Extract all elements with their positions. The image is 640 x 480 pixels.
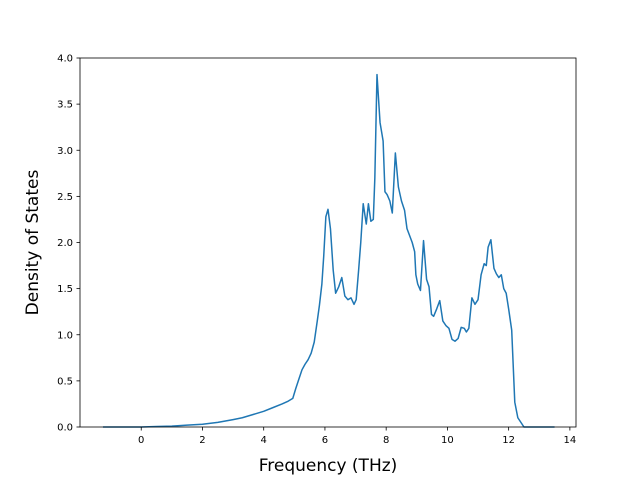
tick-layer: 0 2 4 6 8 10 12 14 0.0 0.5 1.0 1.5 2.0 2.5 3.0 3.5 4.0: [57, 54, 576, 447]
y-tick-label: 3.5: [57, 100, 73, 111]
y-tick-label: 2.0: [57, 238, 73, 249]
x-tick-label: 0: [138, 435, 144, 446]
plot-layer: [102, 73, 555, 428]
y-tick-label: 4.0: [57, 54, 73, 65]
x-axis-label: Frequency (THz): [259, 456, 398, 476]
y-tick-label: 1.0: [57, 330, 73, 341]
x-tick-label: 6: [322, 435, 328, 446]
x-tick-label: 2: [199, 435, 205, 446]
y-axis-label: Density of States: [23, 170, 43, 316]
x-tick-label: 4: [261, 435, 267, 446]
dos-series-line: [102, 73, 555, 428]
y-tick-label: 0.5: [57, 376, 73, 387]
y-tick-label: 0.0: [57, 423, 73, 434]
x-tick-label: 10: [441, 435, 454, 446]
x-tick-label: 12: [502, 435, 515, 446]
x-tick-label: 14: [564, 435, 577, 446]
axes-frame: [79, 57, 577, 428]
y-tick-label: 2.5: [57, 192, 73, 203]
y-tick-label: 1.5: [57, 284, 73, 295]
y-tick-label: 3.0: [57, 146, 73, 157]
x-tick-label: 8: [383, 435, 389, 446]
